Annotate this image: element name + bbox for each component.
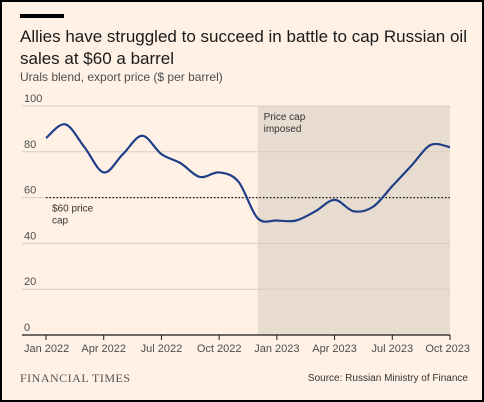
x-tick-label: Jul 2023 bbox=[371, 343, 413, 355]
source-note: Source: Russian Ministry of Finance bbox=[307, 373, 468, 384]
data-point-2023-07 bbox=[391, 185, 393, 187]
x-tick-label: Oct 2022 bbox=[197, 343, 242, 355]
data-point-2023-05 bbox=[353, 210, 355, 212]
data-point-2023-03 bbox=[314, 210, 316, 212]
chart-title: Allies have struggled to succeed in batt… bbox=[20, 27, 467, 68]
data-point-2022-04 bbox=[103, 171, 105, 173]
reference-line-label-line1: $60 price bbox=[52, 204, 94, 215]
x-tick-label: Jan 2023 bbox=[254, 343, 299, 355]
x-tick-label: Apr 2023 bbox=[312, 343, 357, 355]
data-point-2022-01 bbox=[45, 137, 47, 139]
y-tick-label: 60 bbox=[24, 185, 36, 197]
data-point-2022-12 bbox=[256, 217, 258, 219]
data-point-2023-09 bbox=[430, 144, 432, 146]
data-point-2022-05 bbox=[122, 153, 124, 155]
data-point-2022-02 bbox=[64, 123, 66, 125]
shaded-region-label-line1: Price cap bbox=[264, 112, 306, 123]
data-point-2023-08 bbox=[410, 164, 412, 166]
data-point-2022-03 bbox=[83, 146, 85, 148]
ft-accent-bar bbox=[20, 14, 64, 18]
data-point-2022-06 bbox=[141, 135, 143, 137]
data-point-2022-08 bbox=[179, 162, 181, 164]
data-point-2022-11 bbox=[237, 180, 239, 182]
data-point-2022-10 bbox=[218, 171, 220, 173]
x-tick-label: Oct 2023 bbox=[425, 343, 470, 355]
shaded-region-label-line2: imposed bbox=[264, 124, 302, 135]
data-point-2023-04 bbox=[333, 199, 335, 201]
y-tick-label: 100 bbox=[24, 93, 42, 105]
reference-line-label-line2: cap bbox=[52, 216, 69, 227]
x-tick-label: Jan 2022 bbox=[24, 343, 69, 355]
brand-logo-text: FINANCIAL TIMES bbox=[20, 371, 131, 385]
data-point-2022-09 bbox=[199, 176, 201, 178]
y-tick-label: 40 bbox=[24, 230, 36, 242]
data-point-2023-10 bbox=[449, 146, 451, 148]
x-tick-label: Jul 2022 bbox=[141, 343, 183, 355]
chart-subtitle: Urals blend, export price ($ per barrel) bbox=[20, 70, 223, 84]
data-point-2023-01 bbox=[276, 219, 278, 221]
y-tick-label: 80 bbox=[24, 139, 36, 151]
y-tick-label: 0 bbox=[24, 322, 30, 334]
y-tick-label: 20 bbox=[24, 276, 36, 288]
x-tick-label: Apr 2022 bbox=[81, 343, 126, 355]
data-point-2023-02 bbox=[295, 219, 297, 221]
series-line-0 bbox=[45, 123, 451, 223]
data-point-2023-06 bbox=[372, 206, 374, 208]
data-point-2022-07 bbox=[160, 153, 162, 155]
